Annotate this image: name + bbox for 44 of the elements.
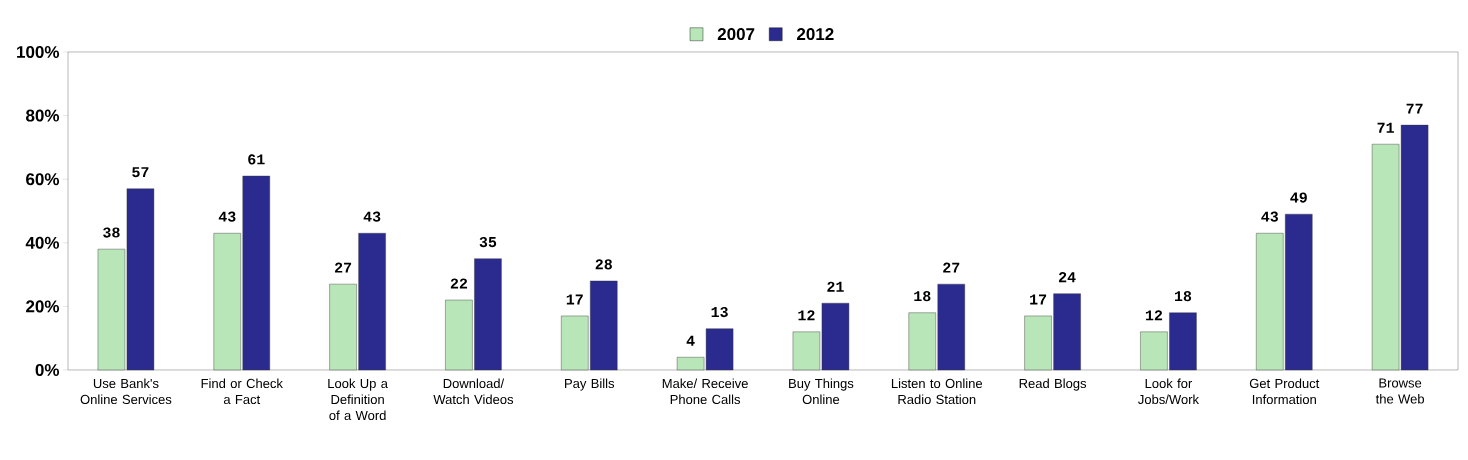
- data-label: 71: [1377, 122, 1394, 133]
- y-tick-label: 100%: [17, 45, 60, 59]
- x-tick-label: Pay Bills: [565, 378, 615, 391]
- data-label: 4: [686, 335, 695, 346]
- legend-label: 2007: [717, 28, 755, 41]
- data-label: 57: [132, 167, 149, 178]
- legend-label: 2012: [797, 28, 834, 41]
- x-tick-label: Download/ Watch Videos: [433, 378, 514, 405]
- data-label: 27: [943, 262, 960, 273]
- data-label: 43: [363, 211, 381, 222]
- x-tick-label: Look Up a Definition of a Word: [328, 378, 388, 421]
- x-tick-label: Browse the Web: [1375, 378, 1425, 404]
- x-tick-label: Get Product Information: [1249, 378, 1320, 405]
- data-label: 38: [103, 227, 120, 238]
- x-tick-label: Look for Jobs/Work: [1138, 378, 1200, 405]
- x-tick-label: Make/ Receive Phone Calls: [662, 378, 748, 405]
- y-tick-label: 80%: [26, 109, 60, 122]
- x-tick-label: Read Blogs: [1019, 378, 1087, 391]
- data-label: 77: [1406, 103, 1423, 114]
- data-label: 35: [479, 236, 497, 248]
- data-label: 17: [566, 294, 583, 305]
- data-label: 13: [711, 306, 728, 318]
- data-label: 49: [1290, 192, 1307, 203]
- x-tick-label: Use Bank's Online Services: [80, 378, 172, 405]
- x-tick-label: Find or Check a Fact: [201, 378, 283, 405]
- data-label: 17: [1030, 294, 1047, 305]
- y-tick-label: 20%: [26, 300, 60, 313]
- data-label: 18: [914, 291, 931, 302]
- data-label: 12: [1145, 310, 1163, 321]
- data-label: 43: [218, 211, 236, 222]
- x-tick-label: Buy Things Online: [789, 378, 854, 405]
- data-label: 27: [335, 262, 352, 273]
- data-label: 24: [1059, 272, 1076, 283]
- y-tick-label: 40%: [25, 236, 60, 249]
- x-tick-label: Listen to Online Radio Station: [891, 378, 983, 405]
- data-label: 22: [450, 278, 468, 289]
- y-tick-label: 0%: [35, 363, 60, 377]
- data-label: 18: [1174, 291, 1192, 302]
- y-tick-label: 60%: [26, 173, 60, 186]
- data-label: 61: [248, 154, 265, 165]
- data-label: 21: [827, 281, 844, 292]
- data-label: 43: [1261, 211, 1278, 222]
- data-label: 28: [595, 259, 612, 270]
- data-label: 12: [798, 310, 815, 321]
